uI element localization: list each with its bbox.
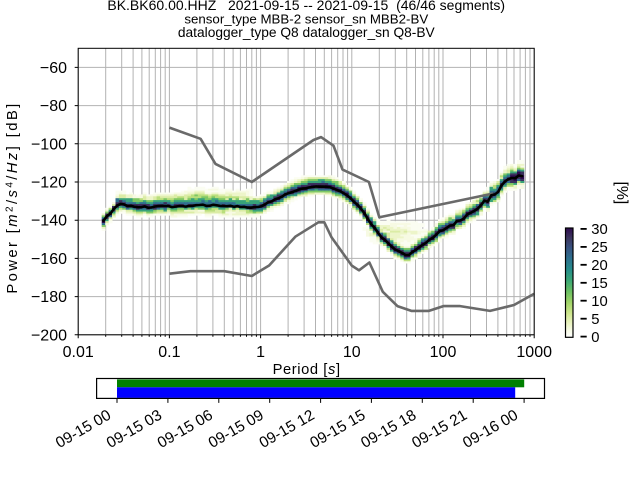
svg-text:sensor_type MBB-2 sensor_sn MB: sensor_type MBB-2 sensor_sn MBB2-BV <box>184 12 428 27</box>
svg-text:−80: −80 <box>40 98 67 115</box>
svg-text:−200: −200 <box>31 327 67 344</box>
svg-text:Period [s]: Period [s] <box>273 362 341 378</box>
svg-text:−160: −160 <box>31 251 67 268</box>
svg-text:1: 1 <box>256 344 265 361</box>
svg-text:10: 10 <box>591 294 607 310</box>
svg-text:30: 30 <box>591 222 607 238</box>
svg-text:10: 10 <box>343 344 361 361</box>
svg-text:−140: −140 <box>31 213 67 230</box>
svg-text:0.01: 0.01 <box>63 344 94 361</box>
svg-text:5: 5 <box>591 312 599 328</box>
svg-text:25: 25 <box>591 240 607 256</box>
svg-text:datalogger_type Q8 datalogger_: datalogger_type Q8 datalogger_sn Q8-BV <box>178 25 436 40</box>
svg-text:[%]: [%] <box>613 181 630 204</box>
svg-text:20: 20 <box>591 258 607 274</box>
svg-text:0.1: 0.1 <box>158 344 180 361</box>
svg-text:−120: −120 <box>31 175 67 192</box>
svg-text:BK.BK60.00.HHZ 2021-09-15 --: BK.BK60.00.HHZ 2021-09-15 -- 2021-09-15 … <box>107 0 505 13</box>
svg-text:1000: 1000 <box>516 344 552 361</box>
svg-text:Power [m2/s4/Hz] [dB]: Power [m2/s4/Hz] [dB] <box>4 101 21 293</box>
svg-text:100: 100 <box>430 344 457 361</box>
svg-text:15: 15 <box>591 276 607 292</box>
svg-text:−100: −100 <box>31 136 67 153</box>
svg-text:−180: −180 <box>31 289 67 306</box>
svg-text:0: 0 <box>591 330 599 346</box>
svg-text:−60: −60 <box>40 60 67 77</box>
